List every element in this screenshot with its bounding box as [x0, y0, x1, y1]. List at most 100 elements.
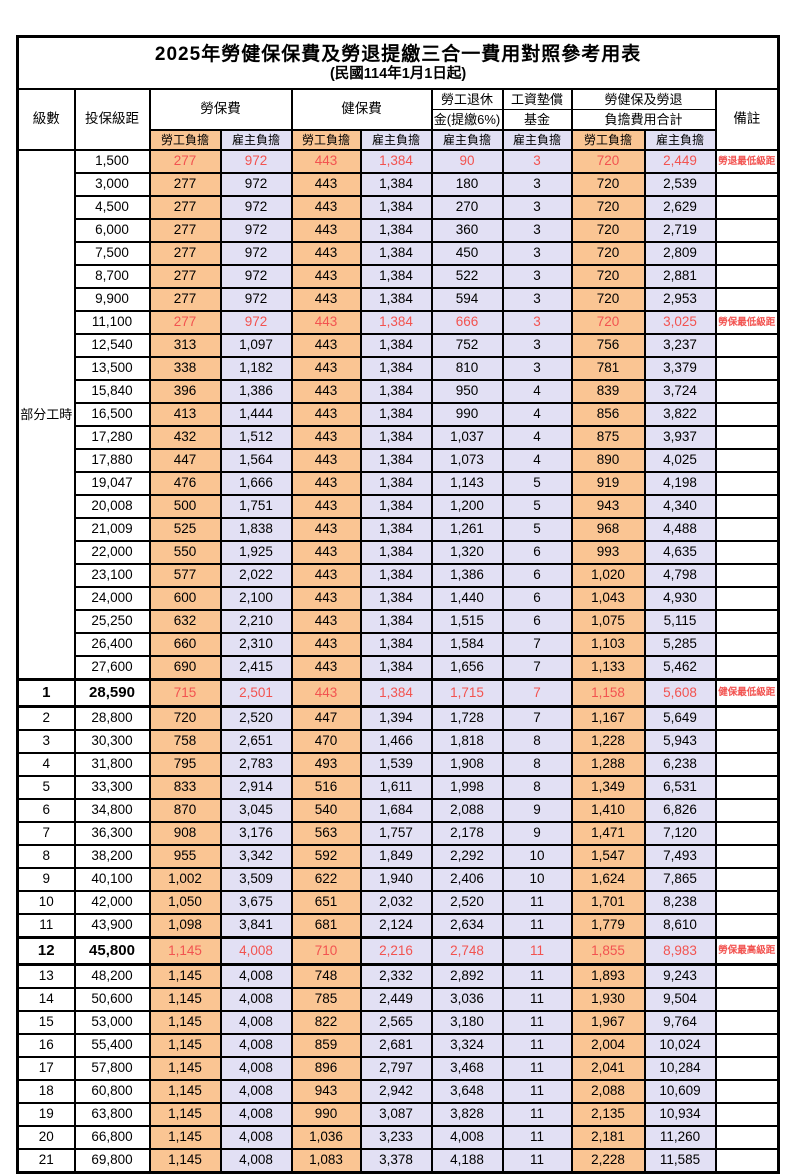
- cell-labor-employee: 1,050: [148, 890, 222, 915]
- cell-health-employee: 1,083: [290, 1148, 362, 1174]
- cell-health-employee: 443: [290, 586, 362, 611]
- cell-labor-employer: 972: [219, 172, 293, 197]
- cell-pension-employer: 522: [430, 264, 504, 289]
- table-row: 17,880 447 1,564 443 1,384 1,073 4 890 4,025: [18, 448, 780, 473]
- cell-health-employee: 443: [290, 310, 362, 335]
- cell-total-employee: 839: [570, 379, 646, 404]
- cell-labor-employer: 3,509: [219, 867, 293, 892]
- cell-wage-fund-employer: 5: [501, 494, 573, 519]
- cell-total-employee: 993: [570, 540, 646, 565]
- cell-labor-employer: 1,444: [219, 402, 293, 427]
- cell-health-employee: 710: [290, 936, 362, 966]
- cell-remark: [714, 517, 780, 542]
- cell-total-employee: 1,158: [570, 678, 646, 708]
- subheader-total-employer: 雇主負擔: [643, 129, 717, 151]
- cell-total-employee: 1,410: [570, 798, 646, 823]
- cell-health-employee: 681: [290, 913, 362, 939]
- cell-health-employee: 859: [290, 1033, 362, 1058]
- cell-pension-employer: 360: [430, 218, 504, 243]
- cell-health-employer: 1,384: [359, 310, 433, 335]
- cell-bracket: 3,000: [73, 172, 151, 197]
- table-row: 13 48,200 1,145 4,008 748 2,332 2,892 11 1,893 9,…: [16, 963, 780, 989]
- cell-wage-fund-employer: 4: [501, 379, 573, 404]
- cell-total-employee: 756: [570, 333, 646, 358]
- cell-total-employer: 4,488: [643, 517, 717, 542]
- cell-remark: [714, 1033, 780, 1058]
- cell-health-employer: 2,565: [359, 1010, 433, 1035]
- cell-health-employer: 1,466: [359, 729, 433, 754]
- cell-total-employee: 919: [570, 471, 646, 496]
- cell-total-employer: 4,198: [643, 471, 717, 496]
- cell-health-employee: 443: [290, 287, 362, 312]
- cell-total-employer: 8,983: [643, 936, 717, 966]
- cell-labor-employer: 2,783: [219, 752, 293, 777]
- table-row: 部分工時 1,500 277 972 443 1,384 90 3 720 2,449 勞退最低級距: [16, 149, 780, 681]
- title-cell: 2025年勞健保保費及勞退提繳三合一費用對照參考用表 (民國114年1月1日起): [16, 35, 780, 90]
- cell-bracket: 69,800: [73, 1148, 151, 1174]
- cell-health-employer: 1,611: [359, 775, 433, 800]
- cell-pension-employer: 1,320: [430, 540, 504, 565]
- cell-remark: [714, 798, 780, 823]
- cell-health-employee: 748: [290, 963, 362, 989]
- cell-wage-fund-employer: 11: [501, 1102, 573, 1127]
- cell-labor-employee: 277: [148, 287, 222, 312]
- cell-labor-employer: 2,651: [219, 729, 293, 754]
- cell-total-employer: 8,610: [643, 913, 717, 939]
- cell-wage-fund-employer: 11: [501, 1033, 573, 1058]
- cell-remark: [714, 1079, 780, 1104]
- table-row: 23,100 577 2,022 443 1,384 1,386 6 1,020 4,798: [18, 563, 780, 588]
- table-row: 25,250 632 2,210 443 1,384 1,515 6 1,075 5,115: [18, 609, 780, 634]
- cell-health-employer: 1,384: [359, 632, 433, 657]
- cell-pension-employer: 2,634: [430, 913, 504, 939]
- cell-labor-employer: 2,100: [219, 586, 293, 611]
- cell-labor-employee: 432: [148, 425, 222, 450]
- cell-labor-employee: 277: [148, 172, 222, 197]
- cell-bracket: 9,900: [73, 287, 151, 312]
- cell-total-employee: 720: [570, 172, 646, 197]
- cell-bracket: 16,500: [73, 402, 151, 427]
- cell-bracket: 34,800: [73, 798, 151, 823]
- cell-pension-employer: 1,656: [430, 655, 504, 681]
- cell-labor-employee: 447: [148, 448, 222, 473]
- table-row: 10 42,000 1,050 3,675 651 2,032 2,520 11 1,701 8,…: [16, 890, 780, 915]
- cell-pension-employer: 2,088: [430, 798, 504, 823]
- cell-health-employer: 1,384: [359, 379, 433, 404]
- cell-labor-employee: 1,145: [148, 963, 222, 989]
- cell-health-employer: 1,384: [359, 195, 433, 220]
- cell-labor-employee: 550: [148, 540, 222, 565]
- cell-remark: [714, 586, 780, 611]
- cell-labor-employee: 1,145: [148, 1033, 222, 1058]
- cell-labor-employee: 955: [148, 844, 222, 869]
- cell-health-employee: 443: [290, 517, 362, 542]
- cell-health-employee: 443: [290, 678, 362, 708]
- cell-labor-employee: 715: [148, 678, 222, 708]
- cell-health-employee: 443: [290, 172, 362, 197]
- cell-total-employee: 890: [570, 448, 646, 473]
- cell-total-employer: 5,462: [643, 655, 717, 681]
- cell-total-employer: 10,024: [643, 1033, 717, 1058]
- cell-labor-employer: 3,045: [219, 798, 293, 823]
- cell-health-employer: 2,942: [359, 1079, 433, 1104]
- cell-pension-employer: 2,406: [430, 867, 504, 892]
- cell-remark: 勞保最低級距: [714, 310, 780, 335]
- cell-level: 21: [16, 1148, 76, 1174]
- cell-health-employer: 1,384: [359, 609, 433, 634]
- cell-level: 14: [16, 987, 76, 1012]
- cell-pension-employer: 4,188: [430, 1148, 504, 1174]
- cell-total-employer: 3,237: [643, 333, 717, 358]
- cell-pension-employer: 1,440: [430, 586, 504, 611]
- cell-wage-fund-employer: 6: [501, 563, 573, 588]
- cell-remark: [714, 287, 780, 312]
- cell-wage-fund-employer: 5: [501, 471, 573, 496]
- cell-wage-fund-employer: 3: [501, 241, 573, 266]
- cell-bracket: 63,800: [73, 1102, 151, 1127]
- cell-total-employer: 9,764: [643, 1010, 717, 1035]
- cell-labor-employee: 1,145: [148, 1125, 222, 1150]
- cell-labor-employee: 277: [148, 218, 222, 243]
- cell-total-employer: 5,943: [643, 729, 717, 754]
- col-header-wage-fund-line1: 工資墊償: [501, 88, 573, 110]
- cell-total-employer: 4,930: [643, 586, 717, 611]
- cell-bracket: 28,590: [73, 678, 151, 708]
- cell-labor-employer: 4,008: [219, 936, 293, 966]
- table-row: 6,000 277 972 443 1,384 360 3 720 2,719: [18, 218, 780, 243]
